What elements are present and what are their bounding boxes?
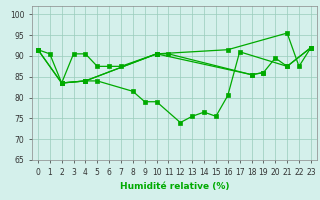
X-axis label: Humidité relative (%): Humidité relative (%)	[120, 182, 229, 191]
